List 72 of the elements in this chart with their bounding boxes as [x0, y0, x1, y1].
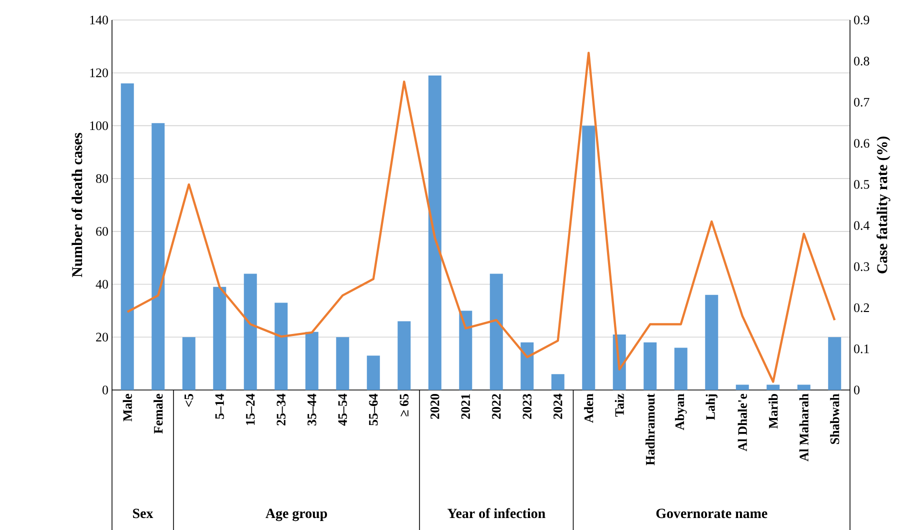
- bar: [366, 355, 380, 390]
- y2-tick-label: 0: [854, 385, 860, 394]
- x-tick-label: Lahj: [706, 394, 718, 420]
- y2-tick-label: 0.7: [854, 98, 870, 106]
- x-tick-label: 45–54: [338, 394, 347, 426]
- y2-tick-label: 0.8: [854, 56, 870, 66]
- y2-tick-label: 0.9: [854, 15, 870, 24]
- y2-tick-label: 0.2: [854, 303, 869, 312]
- bar: [244, 274, 257, 390]
- y-tick-label: 0: [102, 385, 108, 394]
- y2-tick-label: 0.1: [854, 344, 869, 354]
- bar: [490, 274, 503, 390]
- x-tick-label: Female: [154, 394, 163, 434]
- y-tick-label: 120: [90, 68, 108, 78]
- y-tick-label: 20: [96, 332, 108, 342]
- y-axis-title: Number of death cases: [72, 132, 82, 277]
- y-tick-label: 100: [90, 121, 108, 130]
- bar: [459, 310, 472, 390]
- bar: [520, 342, 534, 390]
- bar: [797, 384, 810, 390]
- bar: [428, 75, 442, 390]
- y-tick-label: 80: [96, 174, 108, 183]
- y-tick-label: 60: [96, 226, 108, 236]
- bar: [274, 302, 288, 390]
- x-tick-label: 25–34: [276, 394, 286, 426]
- x-tick-label: 2021: [461, 394, 470, 419]
- y2-tick-label: 0.5: [854, 180, 870, 189]
- text: Year of infection: [447, 508, 546, 518]
- line-series: [126, 52, 836, 383]
- text: Age group: [266, 508, 327, 521]
- x-tick-label: Male: [122, 394, 132, 422]
- y2-tick-label: 0.6: [854, 138, 870, 148]
- text: Governorate name: [656, 508, 768, 518]
- y2-tick-label: 0.4: [854, 220, 870, 230]
- bar: [551, 374, 564, 390]
- x-tick-label: Al Maharah: [799, 394, 808, 462]
- x-tick-label: Aden: [584, 394, 594, 423]
- bar: [766, 384, 780, 390]
- bar: [182, 336, 196, 390]
- bar: [213, 286, 226, 390]
- x-tick-label: 2023: [522, 394, 532, 419]
- x-tick-label: Marib: [768, 394, 778, 428]
- bar: [736, 384, 749, 390]
- x-tick-label: 2022: [492, 394, 501, 419]
- bar: [828, 336, 842, 390]
- y-tick-label: 40: [96, 280, 108, 288]
- x-tick-label: 35–44: [308, 394, 316, 426]
- y2-axis-title: Case fatality rate (%): [876, 136, 890, 274]
- bar: [705, 294, 718, 390]
- bar: [152, 122, 165, 390]
- bar: [582, 126, 596, 390]
- bar: [120, 83, 134, 390]
- y2-tick-label: 0.3: [854, 262, 870, 271]
- x-tick-label: 2020: [430, 394, 440, 419]
- x-tick-label: Hadhramout: [646, 393, 655, 466]
- text: Sex: [133, 508, 154, 518]
- x-tick-label: Taiz: [614, 394, 624, 416]
- x-tick-label: Shabwah: [830, 394, 840, 444]
- x-tick-label: 55–64: [369, 394, 378, 426]
- x-tick-label: 15–24: [246, 394, 255, 425]
- x-tick-label: <5: [184, 394, 194, 407]
- x-tick-label: 5–14: [215, 394, 224, 419]
- x-tick-label: Al Dhale'e: [738, 394, 747, 452]
- x-tick-label: ≥ 65: [400, 394, 408, 416]
- bar: [674, 348, 688, 390]
- bar: [398, 321, 411, 390]
- y-tick-label: 140: [90, 15, 108, 24]
- x-tick-label: 2024: [554, 394, 562, 419]
- bar: [305, 332, 318, 390]
- bar: [336, 336, 350, 390]
- x-tick-label: Abyan: [674, 394, 687, 430]
- bar: [644, 342, 657, 390]
